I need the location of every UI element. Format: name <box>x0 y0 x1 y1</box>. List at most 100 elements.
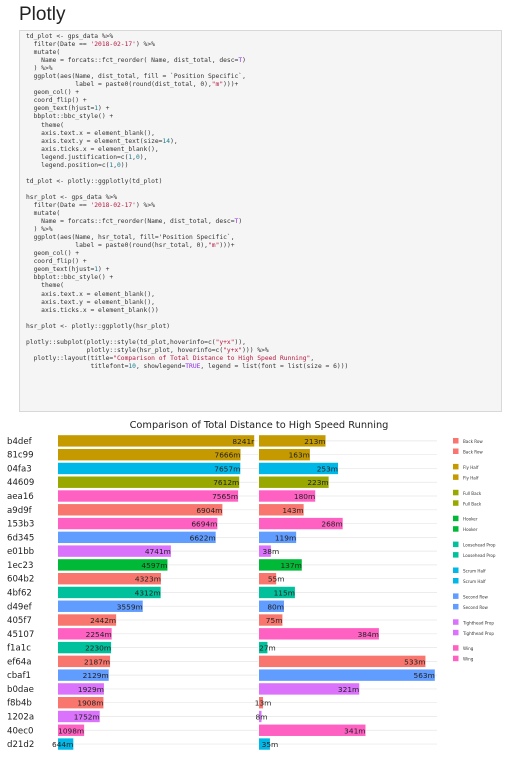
code-block: td_plot <- gps_data %>% filter(Date == '… <box>19 30 502 412</box>
data-label-hsr: 384m <box>358 630 379 639</box>
legend-swatch <box>453 438 459 444</box>
legend-entry: Back Row <box>463 450 483 455</box>
legend-swatch <box>453 463 459 470</box>
category-label: 45107 <box>7 630 34 640</box>
data-label-hsr: 223m <box>307 478 328 487</box>
category-label: 1ec23 <box>7 561 33 571</box>
category-label: 1202a <box>7 712 34 722</box>
bar-high-speed-running <box>259 669 435 681</box>
data-label-total: 4741m <box>145 547 171 556</box>
legend-swatch <box>453 526 459 532</box>
legend-entry: Hooker <box>463 517 478 522</box>
bar-high-speed-running <box>259 655 426 668</box>
legend-entry: Scrum Half <box>463 579 486 584</box>
data-label-hsr: 80m <box>267 602 284 611</box>
legend-entry: Wing <box>463 657 474 662</box>
bar-high-speed-running <box>259 490 316 502</box>
legend-entry: Second Row <box>463 594 489 599</box>
data-label-hsr: 563m <box>414 671 435 680</box>
bar-total-distance <box>58 738 74 750</box>
category-label: ef64a <box>7 657 32 667</box>
bar-high-speed-running <box>259 710 262 723</box>
bar-total-distance <box>58 628 112 640</box>
category-label: 44609 <box>7 478 34 488</box>
category-label: 81c99 <box>7 451 34 461</box>
code-line: ggplot(aes(Name, hsr_total, fill='Positi… <box>26 234 235 242</box>
data-label-total: 1929m <box>78 685 104 694</box>
code-line: label = paste0(round(dist_total, 0),"m")… <box>26 81 239 89</box>
bar-total-distance <box>58 669 109 681</box>
data-label-total: 644m <box>52 740 73 749</box>
data-label-total: 6694m <box>191 520 217 529</box>
data-label-hsr: 119m <box>275 533 296 542</box>
code-line: titlefont=10, showlegend=TRUE, legend = … <box>26 362 349 370</box>
legend-entry: Full Back <box>463 491 482 496</box>
data-label-total: 6622m <box>190 533 216 542</box>
bar-total-distance <box>58 572 161 585</box>
chart-title: Comparison of Total Distance to High Spe… <box>130 420 389 431</box>
bar-total-distance <box>58 490 239 502</box>
legend-entry: Loosehead Prop <box>463 543 496 548</box>
legend-entry: Full Back <box>463 501 482 506</box>
bar-total-distance <box>58 435 255 447</box>
data-label-hsr: 35m <box>262 740 279 749</box>
data-label-total: 7612m <box>213 478 239 487</box>
legend-swatch <box>453 629 459 636</box>
code-text: td_plot <- gps_data %>% filter(Date == '… <box>26 33 501 371</box>
data-label-hsr: 75m <box>266 616 283 625</box>
code-line: td_plot <- plotly::ggplotly(td_plot) <box>26 177 163 185</box>
code-line: axis.text.y = element_text(size=14), <box>26 137 178 145</box>
category-label: e01bb <box>7 547 34 557</box>
category-label: d49ef <box>7 602 33 612</box>
bar-high-speed-running <box>259 435 326 447</box>
code-line: plotly::style(hsr_plot, hoverinfo=c("y+x… <box>26 346 269 354</box>
category-label: 604b2 <box>7 575 34 585</box>
bar-high-speed-running <box>259 738 270 750</box>
code-line: geom_text(hjust=1) + <box>26 266 110 274</box>
bar-high-speed-running <box>259 600 284 612</box>
data-label-hsr: 213m <box>304 437 325 446</box>
data-label-hsr: 341m <box>344 726 365 735</box>
legend-entry: Loosehead Prop <box>463 553 496 558</box>
bar-total-distance <box>58 476 240 488</box>
data-label-total: 7666m <box>215 451 241 460</box>
data-label-hsr: 13m <box>255 699 272 708</box>
data-label-hsr: 137m <box>280 561 301 570</box>
data-label-total: 4312m <box>135 588 161 597</box>
legend-swatch <box>453 541 459 548</box>
code-line: ) %>% <box>26 65 53 73</box>
code-line: Name = forcats::fct_reorder(Name, dist_t… <box>26 218 243 226</box>
code-line: Name = forcats::fct_reorder( Name, dist_… <box>26 57 246 65</box>
category-label: f8b4b <box>7 699 32 709</box>
category-label: d21d2 <box>7 740 34 750</box>
code-line: td_plot <- gps_data %>% <box>26 33 114 40</box>
category-label: 4bf62 <box>7 588 32 598</box>
data-label-hsr: 321m <box>338 685 359 694</box>
code-line: geom_col() + <box>26 250 80 258</box>
category-label: 40ec0 <box>7 726 33 736</box>
bar-high-speed-running <box>259 559 302 571</box>
bar-total-distance <box>58 517 218 530</box>
bar-total-distance <box>58 531 216 544</box>
code-line: mutate( <box>26 49 61 57</box>
bar-total-distance <box>58 697 104 709</box>
bar-high-speed-running <box>259 517 343 530</box>
bar-total-distance <box>58 600 143 612</box>
legend-entry: Back Row <box>463 439 483 444</box>
legend-swatch <box>453 552 459 558</box>
legend-swatch <box>453 645 459 651</box>
category-label: a9d9f <box>7 506 33 516</box>
bar-total-distance <box>58 504 223 516</box>
code-line: plotly::layout(title="Comparison of Tota… <box>26 354 315 362</box>
data-label-hsr: 115m <box>274 588 295 597</box>
code-line: coord_flip() + <box>26 97 87 105</box>
data-label-total: 4597m <box>141 561 167 570</box>
bar-high-speed-running <box>259 641 268 654</box>
category-label: b4def <box>7 437 33 447</box>
code-line: mutate( <box>26 210 61 218</box>
code-line: plotly::subplot(plotly::style(td_plot,ho… <box>26 338 246 346</box>
legend-entry: Scrum Half <box>463 569 486 574</box>
bar-total-distance <box>58 710 100 723</box>
data-label-hsr: 27m <box>259 644 276 653</box>
code-line: coord_flip() + <box>26 258 87 266</box>
